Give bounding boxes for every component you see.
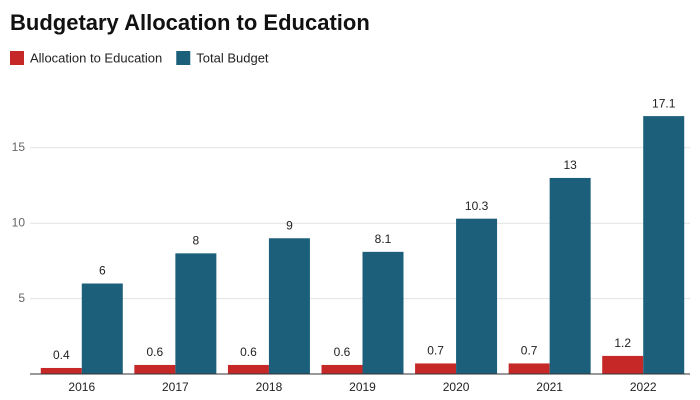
x-tick-label: 2021 xyxy=(536,380,563,394)
x-tick-label: 2019 xyxy=(349,380,376,394)
chart-title: Budgetary Allocation to Education xyxy=(10,10,370,35)
legend-swatch xyxy=(10,51,24,65)
legend-label: Allocation to Education xyxy=(30,50,162,65)
value-label: 0.6 xyxy=(240,345,257,359)
bar xyxy=(508,363,550,374)
value-label: 0.7 xyxy=(427,344,444,358)
value-label: 9 xyxy=(286,218,293,232)
value-label: 17.1 xyxy=(652,96,676,110)
bar xyxy=(643,116,685,374)
bar xyxy=(362,251,404,374)
bar xyxy=(175,253,217,374)
value-label: 10.3 xyxy=(465,199,489,213)
y-tick-label: 10 xyxy=(12,215,26,229)
legend-swatch xyxy=(176,51,191,65)
value-label: 0.6 xyxy=(334,345,351,359)
bar xyxy=(602,355,644,374)
x-tick-label: 2018 xyxy=(256,380,283,394)
bar xyxy=(456,218,498,374)
value-label: 1.2 xyxy=(614,336,631,350)
value-label: 0.4 xyxy=(53,348,70,362)
x-tick-label: 2020 xyxy=(443,380,470,394)
value-label: 0.7 xyxy=(521,344,538,358)
value-label: 0.6 xyxy=(147,345,164,359)
bar xyxy=(549,177,591,374)
bar xyxy=(321,364,363,374)
bar xyxy=(227,364,269,374)
bar xyxy=(81,283,123,374)
x-tick-label: 2017 xyxy=(162,380,189,394)
legend-label: Total Budget xyxy=(196,50,269,65)
x-tick-label: 2016 xyxy=(68,380,95,394)
y-tick-label: 15 xyxy=(12,140,26,154)
y-tick-label: 5 xyxy=(18,291,25,305)
bar xyxy=(40,367,82,374)
bar xyxy=(134,364,176,374)
bar xyxy=(268,238,310,374)
value-label: 8 xyxy=(193,234,200,248)
value-label: 6 xyxy=(99,264,106,278)
bar xyxy=(415,363,457,374)
x-tick-label: 2022 xyxy=(630,380,657,394)
value-label: 8.1 xyxy=(375,232,392,246)
value-label: 13 xyxy=(563,158,577,172)
